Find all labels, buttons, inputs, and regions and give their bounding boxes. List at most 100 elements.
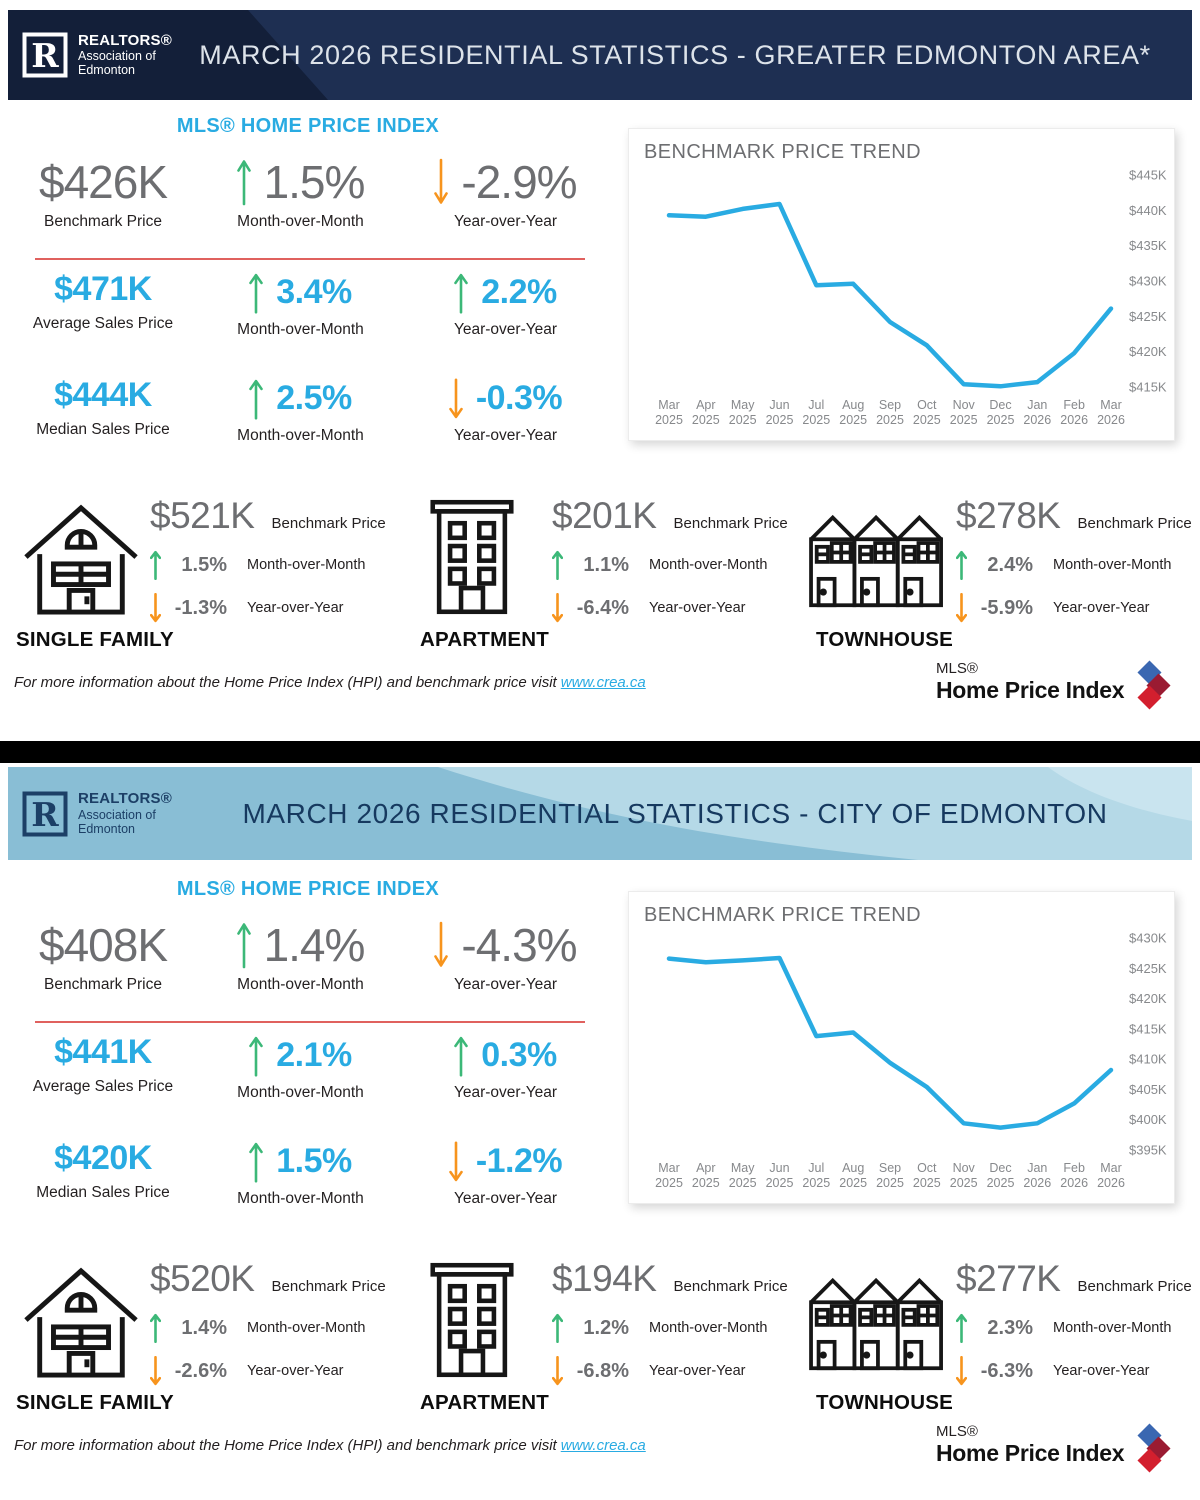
svg-text:Nov: Nov [953, 1161, 976, 1175]
svg-text:$445K: $445K [1129, 168, 1167, 183]
svg-text:Apr: Apr [696, 398, 715, 412]
mom-value: 2.5% [276, 379, 352, 418]
svg-text:$425K: $425K [1129, 309, 1167, 324]
svg-text:2025: 2025 [913, 413, 941, 427]
yoy-value: -6.3% [980, 1359, 1033, 1382]
svg-text:2025: 2025 [766, 413, 794, 427]
svg-text:2025: 2025 [802, 1176, 830, 1190]
red-divider [35, 258, 585, 260]
section-divider-bar [0, 741, 1200, 763]
property-price: $201K [552, 495, 657, 536]
benchmark-price-value: $426K [38, 156, 168, 208]
mls-hpi-diamond-icon [1128, 1423, 1176, 1477]
single-family-house-icon [24, 1267, 138, 1378]
svg-text:2026: 2026 [1097, 413, 1125, 427]
realtors-association-logo: R REALTORS® Association of Edmonton [22, 32, 172, 78]
median-price-label: Median Sales Price [36, 1183, 170, 1201]
mls-hpi-logo-text: MLS® Home Price Index [936, 660, 1125, 704]
townhouse-group: TOWNHOUSE $278K Benchmark Price 2.4% Mon… [796, 487, 1200, 672]
svg-text:Feb: Feb [1063, 1161, 1085, 1175]
yoy-label: Year-over-Year [247, 1363, 344, 1379]
svg-text:$420K: $420K [1129, 991, 1167, 1006]
svg-text:2025: 2025 [987, 1176, 1015, 1190]
property-type-label: TOWNHOUSE [816, 1391, 953, 1414]
property-type-label: TOWNHOUSE [816, 628, 953, 651]
property-price-label: Benchmark Price [1077, 1278, 1192, 1295]
yoy-value: 0.3% [481, 1036, 557, 1075]
svg-text:Dec: Dec [989, 398, 1011, 412]
svg-text:2025: 2025 [987, 413, 1015, 427]
yoy-value: 2.2% [481, 273, 557, 312]
townhouse-group: TOWNHOUSE $277K Benchmark Price 2.3% Mon… [796, 1250, 1200, 1435]
up-arrow-icon [150, 1313, 161, 1343]
red-divider [35, 1021, 585, 1023]
yoy-value: -2.9% [461, 156, 577, 208]
svg-text:$400K: $400K [1129, 1112, 1167, 1127]
up-arrow-icon [956, 550, 967, 580]
property-type-label: SINGLE FAMILY [16, 628, 174, 651]
header-background [8, 10, 1192, 100]
svg-text:$440K: $440K [1129, 203, 1167, 218]
yoy-value: -5.9% [980, 596, 1033, 619]
svg-text:R: R [31, 795, 59, 834]
up-arrow-icon [454, 1035, 468, 1077]
logo-line2: Edmonton [78, 821, 135, 836]
svg-text:$430K: $430K [1129, 274, 1167, 289]
svg-text:Mar: Mar [1100, 1161, 1122, 1175]
benchmark-price-trend-panel: BENCHMARK PRICE TREND $430K $425K $420K $41… [628, 891, 1175, 1204]
mom-label: Month-over-Month [649, 1320, 768, 1336]
property-type-label: SINGLE FAMILY [16, 1391, 174, 1414]
mom-label: Month-over-Month [237, 1084, 364, 1101]
up-arrow-icon [237, 158, 251, 206]
svg-text:$415K: $415K [1129, 1021, 1167, 1036]
townhouse-row-icon [809, 1277, 943, 1371]
crea-link[interactable]: www.crea.ca [560, 674, 646, 691]
property-type-row: SINGLE FAMILY $521K Benchmark Price 1.5%… [0, 487, 1200, 672]
yoy-label: Year-over-Year [453, 321, 558, 338]
down-arrow-icon [434, 158, 448, 206]
hpi-stats: $426K Benchmark Price 1.5% Month-over-Mo… [8, 150, 608, 480]
trend-line-chart: $430K $425K $420K $415K $410K $405K $400K $395K… [655, 931, 1167, 1191]
logo-line1: Association of [78, 49, 156, 64]
svg-text:Oct: Oct [917, 1161, 937, 1175]
mom-value: 2.3% [987, 1316, 1033, 1339]
yoy-value: -2.6% [174, 1359, 227, 1382]
svg-text:$405K: $405K [1129, 1082, 1167, 1097]
up-arrow-icon [552, 550, 563, 580]
svg-text:2025: 2025 [692, 1176, 720, 1190]
property-price: $277K [956, 1258, 1061, 1299]
crea-link[interactable]: www.crea.ca [560, 1437, 646, 1454]
mom-value: 1.2% [583, 1316, 629, 1339]
up-arrow-icon [150, 550, 161, 580]
property-stats: $201K Benchmark Price 1.1% Month-over-Mo… [552, 495, 788, 623]
benchmark-price-trend-panel: BENCHMARK PRICE TREND $445K $440K $435K $43… [628, 128, 1175, 441]
property-price: $278K [956, 495, 1061, 536]
stat-row-median: $444K Median Sales Price 2.5% Month-over… [8, 377, 608, 445]
up-arrow-icon [249, 1035, 263, 1077]
mom-label: Month-over-Month [237, 213, 364, 231]
svg-text:2025: 2025 [729, 1176, 757, 1190]
down-arrow-icon [552, 593, 563, 623]
svg-text:2025: 2025 [839, 413, 867, 427]
yoy-label: Year-over-Year [1053, 1363, 1150, 1379]
svg-text:$395K: $395K [1129, 1143, 1167, 1158]
mom-value: 1.4% [263, 919, 366, 971]
property-type-row: SINGLE FAMILY $520K Benchmark Price 1.4%… [0, 1250, 1200, 1435]
svg-text:Mar: Mar [1100, 398, 1122, 412]
svg-text:Sep: Sep [879, 1161, 901, 1175]
apartment-group: APARTMENT $194K Benchmark Price 1.2% Mon… [408, 1250, 796, 1435]
yoy-label: Year-over-Year [453, 976, 558, 994]
yoy-value: -6.8% [576, 1359, 629, 1382]
svg-text:$410K: $410K [1129, 1052, 1167, 1067]
median-price-label: Median Sales Price [36, 420, 170, 438]
property-price-label: Benchmark Price [271, 1278, 386, 1295]
stat-row-median: $420K Median Sales Price 1.5% Month-over… [8, 1140, 608, 1208]
svg-text:Jun: Jun [769, 1161, 789, 1175]
stat-row-average: $441K Average Sales Price 2.1% Month-ove… [8, 1034, 608, 1102]
svg-text:$415K: $415K [1129, 380, 1167, 395]
svg-text:Mar: Mar [658, 398, 680, 412]
page-title-gea: MARCH 2026 RESIDENTIAL STATISTICS - GREA… [199, 39, 1151, 70]
svg-text:May: May [731, 1161, 755, 1175]
property-stats: $278K Benchmark Price 2.4% Month-over-Mo… [956, 495, 1192, 623]
city-header: R REALTORS® Association of Edmonton MARC… [8, 767, 1192, 860]
